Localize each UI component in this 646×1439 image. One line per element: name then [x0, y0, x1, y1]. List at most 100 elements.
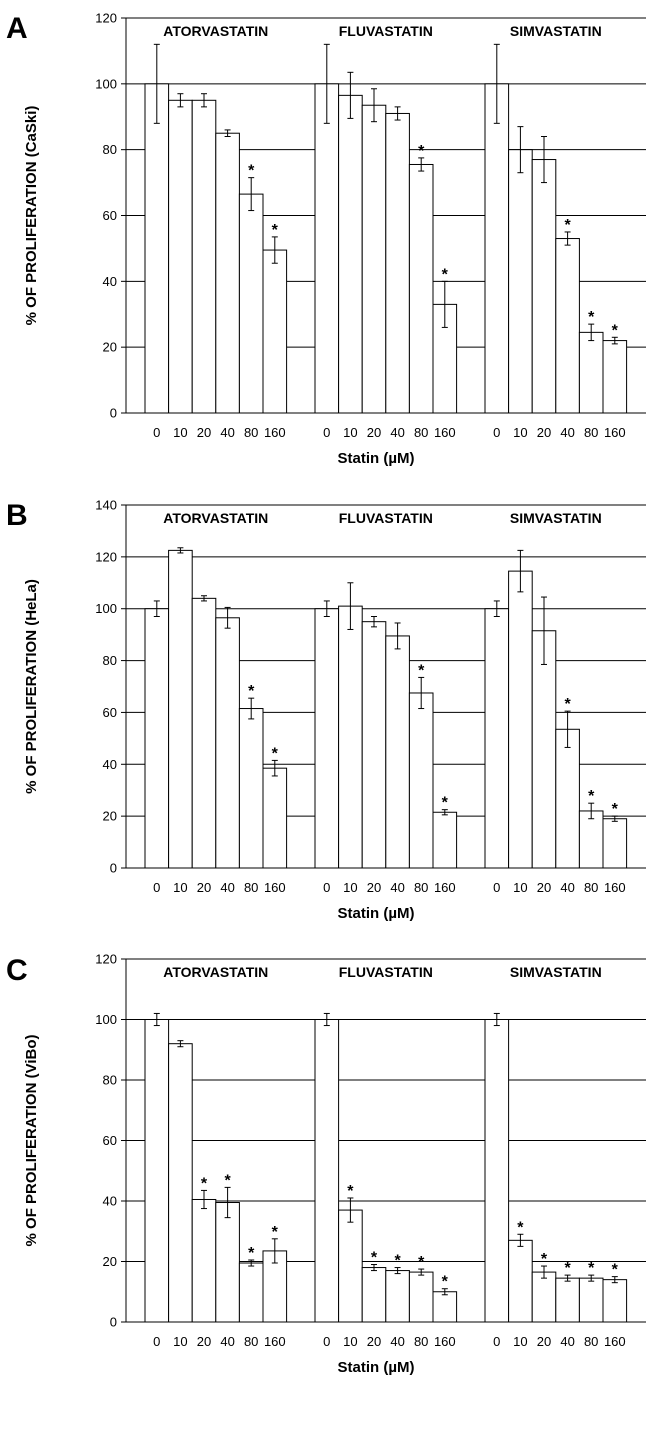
- x-tick-label: 80: [414, 425, 428, 440]
- significance-star: *: [418, 143, 425, 160]
- group-title: FLUVASTATIN: [339, 23, 433, 39]
- significance-star: *: [248, 163, 255, 180]
- bar: [168, 1043, 193, 1323]
- bar: [191, 1198, 217, 1323]
- x-tick-label: 40: [390, 1334, 404, 1349]
- y-tick-label: 80: [103, 653, 117, 668]
- bar: [314, 608, 340, 869]
- significance-star: *: [248, 1245, 255, 1262]
- bar: [262, 249, 288, 414]
- bar: [578, 331, 604, 414]
- significance-star: *: [612, 1262, 619, 1279]
- x-tick-label: 160: [264, 880, 286, 895]
- y-tick-label: 100: [95, 601, 117, 616]
- x-tick-label: 80: [584, 1334, 598, 1349]
- group-title: ATORVASTATIN: [163, 23, 268, 39]
- x-tick-label: 20: [367, 880, 381, 895]
- x-tick-label: 0: [323, 1334, 330, 1349]
- x-tick-label: 20: [367, 425, 381, 440]
- bar: [361, 104, 387, 414]
- x-tick-label: 80: [414, 880, 428, 895]
- y-tick-label: 20: [103, 809, 117, 824]
- bar: [314, 83, 340, 414]
- bar: [602, 818, 628, 869]
- x-tick-label: 0: [493, 425, 500, 440]
- x-tick-label: 10: [343, 1334, 357, 1349]
- significance-star: *: [272, 745, 279, 762]
- bar: [555, 728, 580, 869]
- significance-star: *: [201, 1175, 208, 1192]
- x-tick-label: 160: [604, 425, 626, 440]
- bar-group-simvastatin: SIMVASTATIN 0 10 20 * 40 * 80 * 160: [484, 510, 628, 895]
- bar: [191, 99, 217, 414]
- x-tick-label: 10: [173, 880, 187, 895]
- significance-star: *: [418, 662, 425, 679]
- y-tick-label: 140: [95, 498, 117, 513]
- bar: [238, 1262, 264, 1323]
- bar: [484, 608, 510, 869]
- bar: [432, 811, 458, 869]
- bar: [508, 570, 533, 869]
- x-tick-label: 20: [197, 880, 211, 895]
- bar: [602, 340, 628, 414]
- bar: [385, 1270, 410, 1323]
- y-tick-label: 60: [103, 208, 117, 223]
- bar: [408, 692, 434, 869]
- significance-star: *: [612, 322, 619, 339]
- bar: [531, 1271, 557, 1323]
- bar-group-fluvastatin: FLUVASTATIN 0 10 20 40 * 80 * 160: [314, 510, 458, 895]
- y-tick-label: 80: [103, 1073, 117, 1088]
- significance-star: *: [248, 683, 255, 700]
- bar: [484, 83, 510, 414]
- bar: [215, 617, 240, 869]
- group-title: ATORVASTATIN: [163, 964, 268, 980]
- x-tick-label: 40: [220, 1334, 234, 1349]
- bar-group-fluvastatin: FLUVASTATIN 0 10 20 40 * 80 * 160: [314, 23, 458, 440]
- x-tick-label: 80: [584, 880, 598, 895]
- bar: [238, 708, 264, 869]
- x-tick-label: 20: [537, 425, 551, 440]
- bar: [531, 159, 557, 414]
- panel-letter: A: [6, 12, 28, 45]
- bar: [215, 132, 240, 414]
- y-tick-label: 0: [110, 861, 117, 876]
- x-tick-label: 80: [244, 425, 258, 440]
- group-title: FLUVASTATIN: [339, 964, 433, 980]
- bar: [361, 621, 387, 869]
- x-tick-label: 40: [390, 880, 404, 895]
- bar: [555, 238, 580, 414]
- x-tick-label: 0: [153, 1334, 160, 1349]
- x-tick-label: 40: [220, 880, 234, 895]
- bar: [168, 99, 193, 414]
- panel-letter: B: [6, 499, 28, 532]
- y-tick-label: 80: [103, 142, 117, 157]
- x-tick-label: 10: [173, 425, 187, 440]
- x-axis-title: Statin (µM): [338, 450, 415, 467]
- y-tick-label: 40: [103, 274, 117, 289]
- bar: [578, 1277, 604, 1323]
- x-tick-label: 10: [343, 425, 357, 440]
- bar-group-simvastatin: SIMVASTATIN 0 10 20 * 40 * 80 * 160: [484, 23, 628, 440]
- significance-star: *: [442, 795, 449, 812]
- significance-star: *: [371, 1250, 378, 1267]
- x-tick-label: 0: [323, 425, 330, 440]
- x-tick-label: 0: [323, 880, 330, 895]
- x-tick-label: 20: [197, 1334, 211, 1349]
- y-tick-label: 20: [103, 1254, 117, 1269]
- group-title: SIMVASTATIN: [510, 510, 602, 526]
- x-axis-title: Statin (µM): [338, 905, 415, 922]
- x-tick-label: 40: [560, 1334, 574, 1349]
- bar: [238, 193, 264, 414]
- panel-letter: C: [6, 954, 28, 987]
- bar: [432, 1291, 458, 1323]
- bar: [144, 608, 170, 869]
- x-tick-label: 10: [343, 880, 357, 895]
- group-title: SIMVASTATIN: [510, 964, 602, 980]
- x-tick-label: 0: [153, 425, 160, 440]
- bar: [385, 112, 410, 414]
- bar: [361, 1267, 387, 1323]
- bar-group-atorvastatin: ATORVASTATIN 0 10 20 40 * 80 * 160: [144, 510, 288, 895]
- x-tick-label: 0: [493, 1334, 500, 1349]
